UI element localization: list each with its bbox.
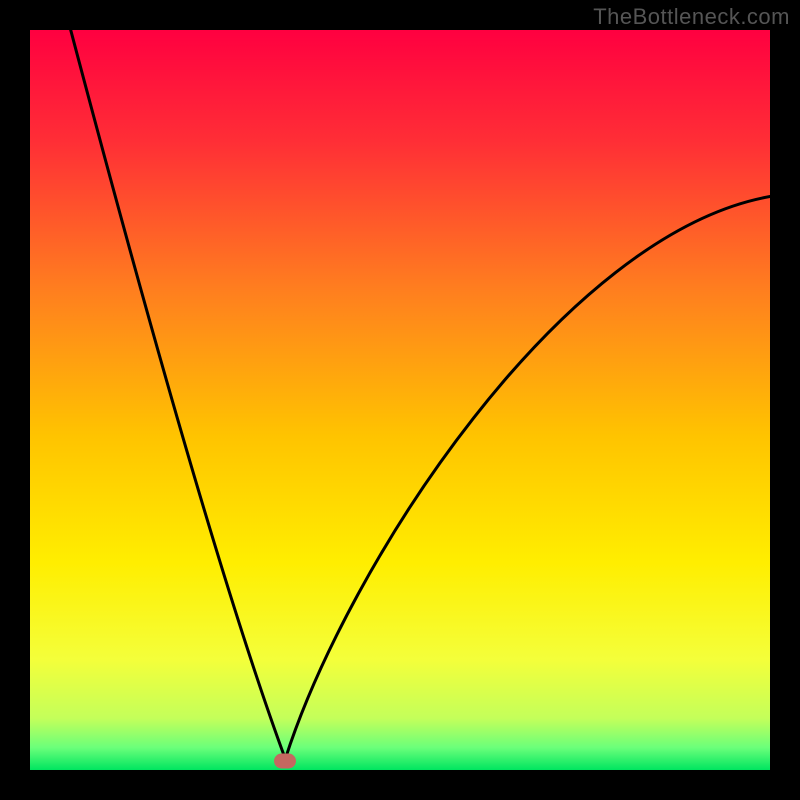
bottleneck-curve [71, 30, 770, 759]
chart-container: TheBottleneck.com [0, 0, 800, 800]
curve-layer [30, 30, 770, 770]
watermark-text: TheBottleneck.com [593, 4, 790, 30]
optimum-marker [274, 754, 296, 769]
plot-area [30, 30, 770, 770]
